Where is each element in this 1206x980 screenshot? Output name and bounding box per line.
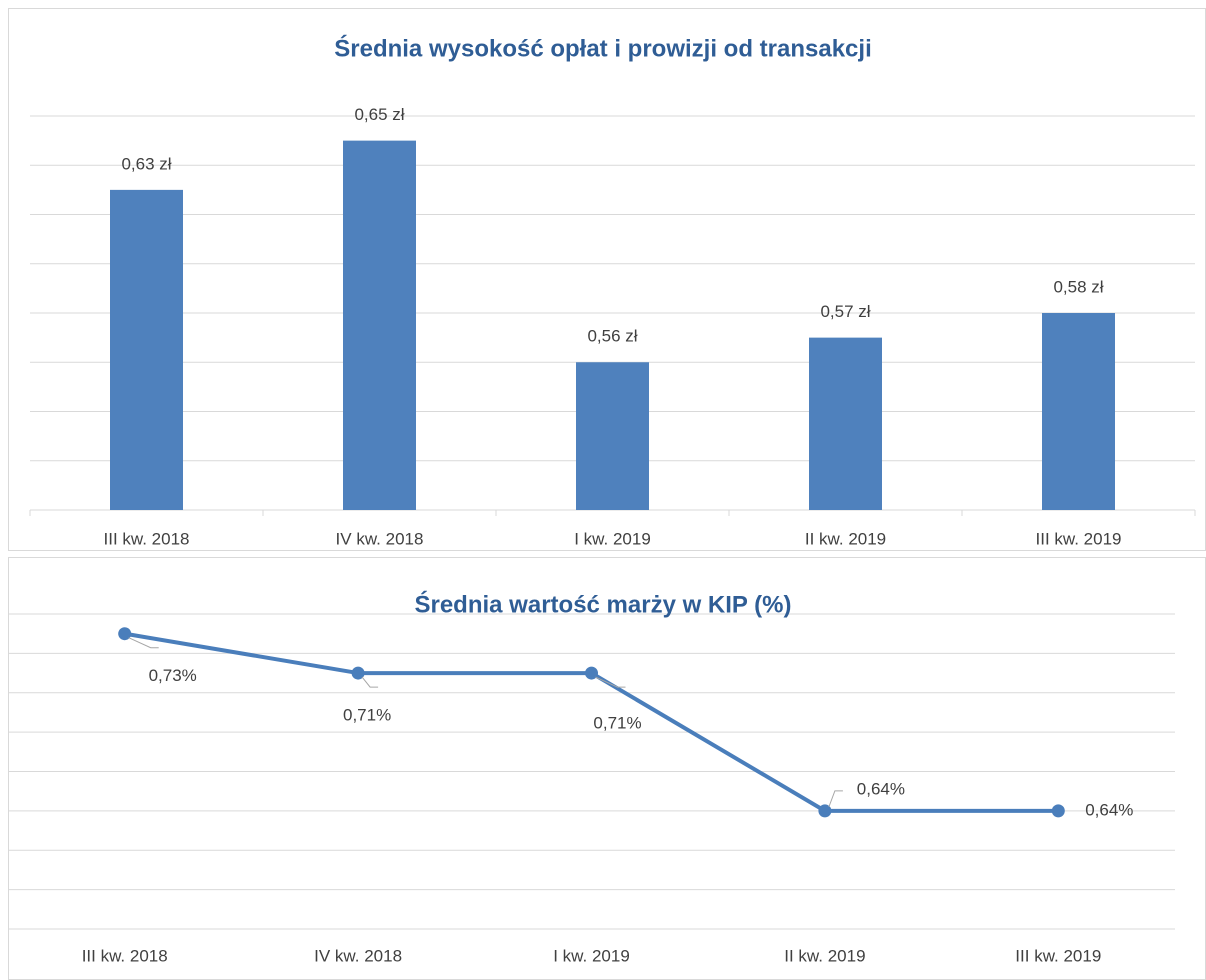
point	[585, 666, 598, 680]
bar	[343, 140, 416, 510]
point	[351, 666, 365, 680]
bar	[809, 337, 882, 510]
bar	[110, 189, 183, 510]
chart-title: Średnia wartość marży w KIP (%)	[414, 590, 791, 618]
data-label: 0,64%	[857, 779, 905, 798]
data-label: 0,71%	[343, 706, 391, 725]
data-label: 0,58 zł	[1053, 277, 1103, 296]
leader-line	[128, 637, 159, 649]
x-tick-label: IV kw. 2018	[314, 946, 402, 965]
data-label: 0,73%	[149, 666, 197, 685]
x-tick-label: II kw. 2019	[805, 529, 886, 548]
point	[118, 627, 132, 641]
leader-line	[361, 676, 379, 688]
leader-line	[595, 676, 626, 688]
x-tick-label: II kw. 2019	[784, 946, 865, 965]
chart-title: Średnia wysokość opłat i prowizji od tra…	[334, 34, 871, 62]
x-tick-label: I kw. 2019	[574, 529, 651, 548]
bar	[1042, 313, 1115, 510]
point	[1051, 804, 1065, 818]
data-label: 0,57 zł	[820, 302, 870, 321]
x-tick-label: IV kw. 2018	[336, 529, 424, 548]
x-tick-label: III kw. 2018	[82, 946, 168, 965]
data-label: 0,63 zł	[121, 154, 171, 173]
leader-line	[828, 790, 843, 808]
x-tick-label: III kw. 2018	[104, 529, 190, 548]
x-tick-label: I kw. 2019	[553, 946, 630, 965]
point	[818, 804, 832, 818]
data-label: 0,64%	[1085, 800, 1133, 819]
bar	[576, 362, 649, 510]
x-tick-label: III kw. 2019	[1036, 529, 1122, 548]
data-label: 0,71%	[593, 714, 641, 733]
x-tick-label: III kw. 2019	[1015, 946, 1101, 965]
data-label: 0,65 zł	[354, 105, 404, 124]
data-label: 0,56 zł	[587, 327, 637, 346]
chart-panel	[8, 557, 1206, 980]
